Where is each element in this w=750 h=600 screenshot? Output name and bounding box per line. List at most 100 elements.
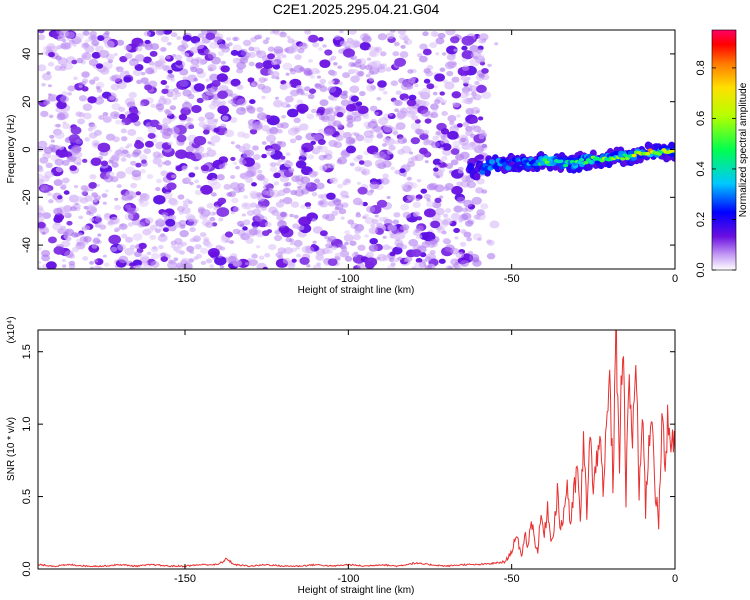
- noise-blob: [152, 157, 162, 165]
- noise-blob: [261, 141, 267, 145]
- noise-blob: [463, 231, 472, 238]
- noise-blob: [300, 151, 308, 158]
- noise-blob: [489, 220, 500, 229]
- noise-blob: [251, 182, 257, 187]
- noise-blob: [201, 93, 206, 97]
- noise-blob: [242, 194, 249, 200]
- noise-blob: [257, 114, 263, 119]
- noise-blob: [407, 69, 414, 74]
- noise-blob: [205, 32, 216, 41]
- noise-blob: [462, 79, 470, 85]
- noise-blob: [364, 257, 378, 267]
- noise-blob: [312, 226, 323, 234]
- noise-blob: [242, 226, 248, 231]
- snr-panel: -150 -100 -50 0 0.0 0.5 1.0 1.5 Height of stra…: [6, 316, 678, 596]
- signal-core: [533, 162, 539, 167]
- noise-blob: [461, 50, 474, 60]
- noise-blob: [81, 42, 90, 49]
- noise-blob: [211, 80, 221, 88]
- signal-core: [645, 151, 651, 156]
- noise-blob: [461, 175, 471, 183]
- noise-blob: [424, 256, 432, 262]
- noise-blob: [71, 59, 78, 65]
- noise-blob: [318, 37, 324, 42]
- noise-blob: [198, 121, 207, 128]
- spectrogram-y-ticks: 40 20 0 -20 -40: [21, 48, 675, 253]
- noise-blob: [264, 252, 271, 258]
- noise-blob: [224, 129, 235, 138]
- noise-blob: [229, 117, 238, 123]
- noise-blob: [336, 123, 344, 129]
- noise-blob: [324, 107, 334, 115]
- noise-blob: [89, 80, 96, 86]
- noise-blob: [167, 42, 172, 46]
- noise-blob: [293, 65, 304, 73]
- noise-blob: [408, 94, 417, 101]
- noise-blob: [61, 159, 70, 166]
- signal-core: [535, 159, 541, 164]
- noise-blob: [300, 204, 306, 209]
- noise-blob: [450, 148, 460, 155]
- noise-blob: [296, 224, 305, 231]
- noise-blob: [173, 257, 179, 262]
- noise-blob: [77, 118, 86, 125]
- noise-blob: [220, 65, 230, 73]
- noise-blob: [248, 46, 255, 52]
- noise-blob: [162, 30, 173, 35]
- noise-blob: [114, 204, 122, 211]
- noise-blob: [313, 145, 323, 153]
- spectrogram-signal-track: [465, 141, 675, 181]
- noise-blob: [307, 93, 315, 100]
- noise-blob: [160, 128, 169, 135]
- noise-blob: [236, 61, 247, 70]
- noise-blob: [248, 52, 256, 58]
- noise-blob: [327, 80, 334, 85]
- noise-blob: [392, 219, 400, 225]
- noise-blob: [447, 115, 457, 122]
- y-tick-label: 40: [21, 48, 33, 60]
- noise-blob: [431, 141, 440, 149]
- noise-blob: [307, 154, 315, 160]
- noise-blob: [209, 216, 216, 222]
- y-tick-label: 1.0: [21, 417, 33, 432]
- signal-core: [540, 161, 546, 166]
- x-tick-label: -50: [504, 273, 520, 285]
- noise-blob: [351, 252, 358, 258]
- noise-blob: [132, 148, 142, 156]
- noise-blob: [409, 182, 418, 189]
- noise-blob: [411, 249, 422, 258]
- noise-blob: [457, 265, 462, 269]
- noise-blob: [118, 113, 126, 120]
- noise-blob: [331, 210, 339, 216]
- noise-blob: [477, 116, 484, 121]
- noise-blob: [454, 236, 459, 240]
- noise-blob: [110, 176, 119, 183]
- noise-blob: [252, 208, 262, 216]
- noise-blob: [211, 181, 222, 190]
- noise-blob: [48, 52, 55, 58]
- x-tick-label: 0: [672, 573, 678, 585]
- x-tick-label: -100: [337, 273, 359, 285]
- noise-blob: [432, 158, 442, 166]
- noise-blob: [326, 192, 336, 200]
- noise-blob: [147, 132, 156, 139]
- noise-blob: [453, 48, 458, 52]
- noise-blob: [121, 233, 128, 239]
- noise-blob: [327, 235, 337, 243]
- noise-blob: [368, 46, 376, 52]
- noise-blob: [316, 75, 322, 79]
- noise-blob: [58, 145, 65, 151]
- noise-blob: [88, 123, 97, 130]
- noise-blob: [224, 48, 230, 53]
- noise-blob: [199, 212, 209, 220]
- noise-blob: [277, 247, 286, 254]
- noise-blob: [172, 96, 178, 101]
- noise-blob: [171, 32, 178, 38]
- noise-blob: [62, 121, 67, 125]
- noise-blob: [455, 153, 465, 161]
- noise-blob: [75, 195, 84, 203]
- signal-halo: [473, 172, 481, 181]
- noise-blob: [296, 253, 301, 258]
- noise-blob: [290, 201, 300, 208]
- noise-blob: [96, 35, 105, 42]
